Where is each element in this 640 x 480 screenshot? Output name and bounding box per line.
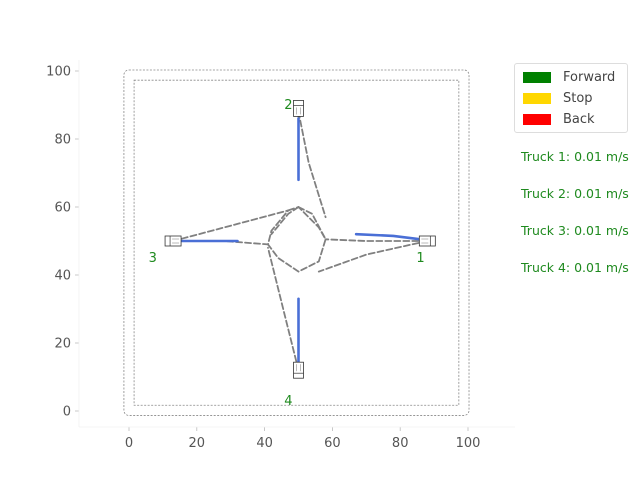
legend-swatch-stop [523,92,551,104]
x-tick-label: 20 [189,436,206,451]
x-tick-label: 0 [125,436,133,451]
truck-2-speed: Truck 2: 0.01 m/s [521,186,629,201]
truck-body [164,235,182,247]
truck-3-speed: Truck 3: 0.01 m/s [521,223,629,238]
legend-swatch-back [523,113,551,125]
truck-4-icon [293,361,304,379]
legend-item-stop: Stop [523,88,593,108]
truck-4-speed: Truck 4: 0.01 m/s [521,260,629,275]
boundary [123,69,470,416]
y-tick-label: 60 [54,201,71,216]
truck-body [418,235,436,247]
legend-swatch-forward [523,71,551,83]
y-tick-label: 0 [63,405,71,420]
route-path [317,240,429,273]
route-path [297,110,327,219]
truck-2-label: 2 [284,98,292,113]
route-path [324,238,429,242]
truck-1-speed: Truck 1: 0.01 m/s [521,149,629,164]
legend-label-forward: Forward [563,69,616,85]
x-tick-label: 60 [324,436,341,451]
y-tick-label: 100 [46,65,71,80]
y-tick-label: 40 [54,269,71,284]
traveled-path [354,232,422,241]
truck-3-icon [164,235,182,247]
route-path [270,206,300,236]
state-legend: Forward Stop Back [514,63,628,133]
inner-boundary [133,79,460,406]
y-tick-label: 20 [54,337,71,352]
y-tick-label: 80 [54,133,71,148]
legend-item-back: Back [523,109,595,129]
legend-label-back: Back [563,111,595,127]
route-path [297,206,327,241]
truck-1-icon [418,235,436,247]
trucks: 1 2 3 4 [149,98,436,409]
plot-axes: 0 20 40 60 80 100 0 20 40 60 80 100 [46,60,515,451]
truck-body [293,100,304,117]
x-tick-label: 40 [256,436,273,451]
truck-2-icon [293,100,304,117]
traveled-paths [175,117,422,365]
x-tick-label: 80 [392,436,409,451]
truck-3-label: 3 [149,251,157,266]
truck-4-label: 4 [284,394,292,409]
route-path [172,209,290,242]
x-tick-label: 100 [456,436,481,451]
legend-item-forward: Forward [523,67,615,87]
route-path [267,246,300,372]
truck-1-label: 1 [416,251,424,266]
truck-body [293,361,304,379]
legend-label-stop: Stop [563,90,593,106]
route-path [267,205,327,273]
